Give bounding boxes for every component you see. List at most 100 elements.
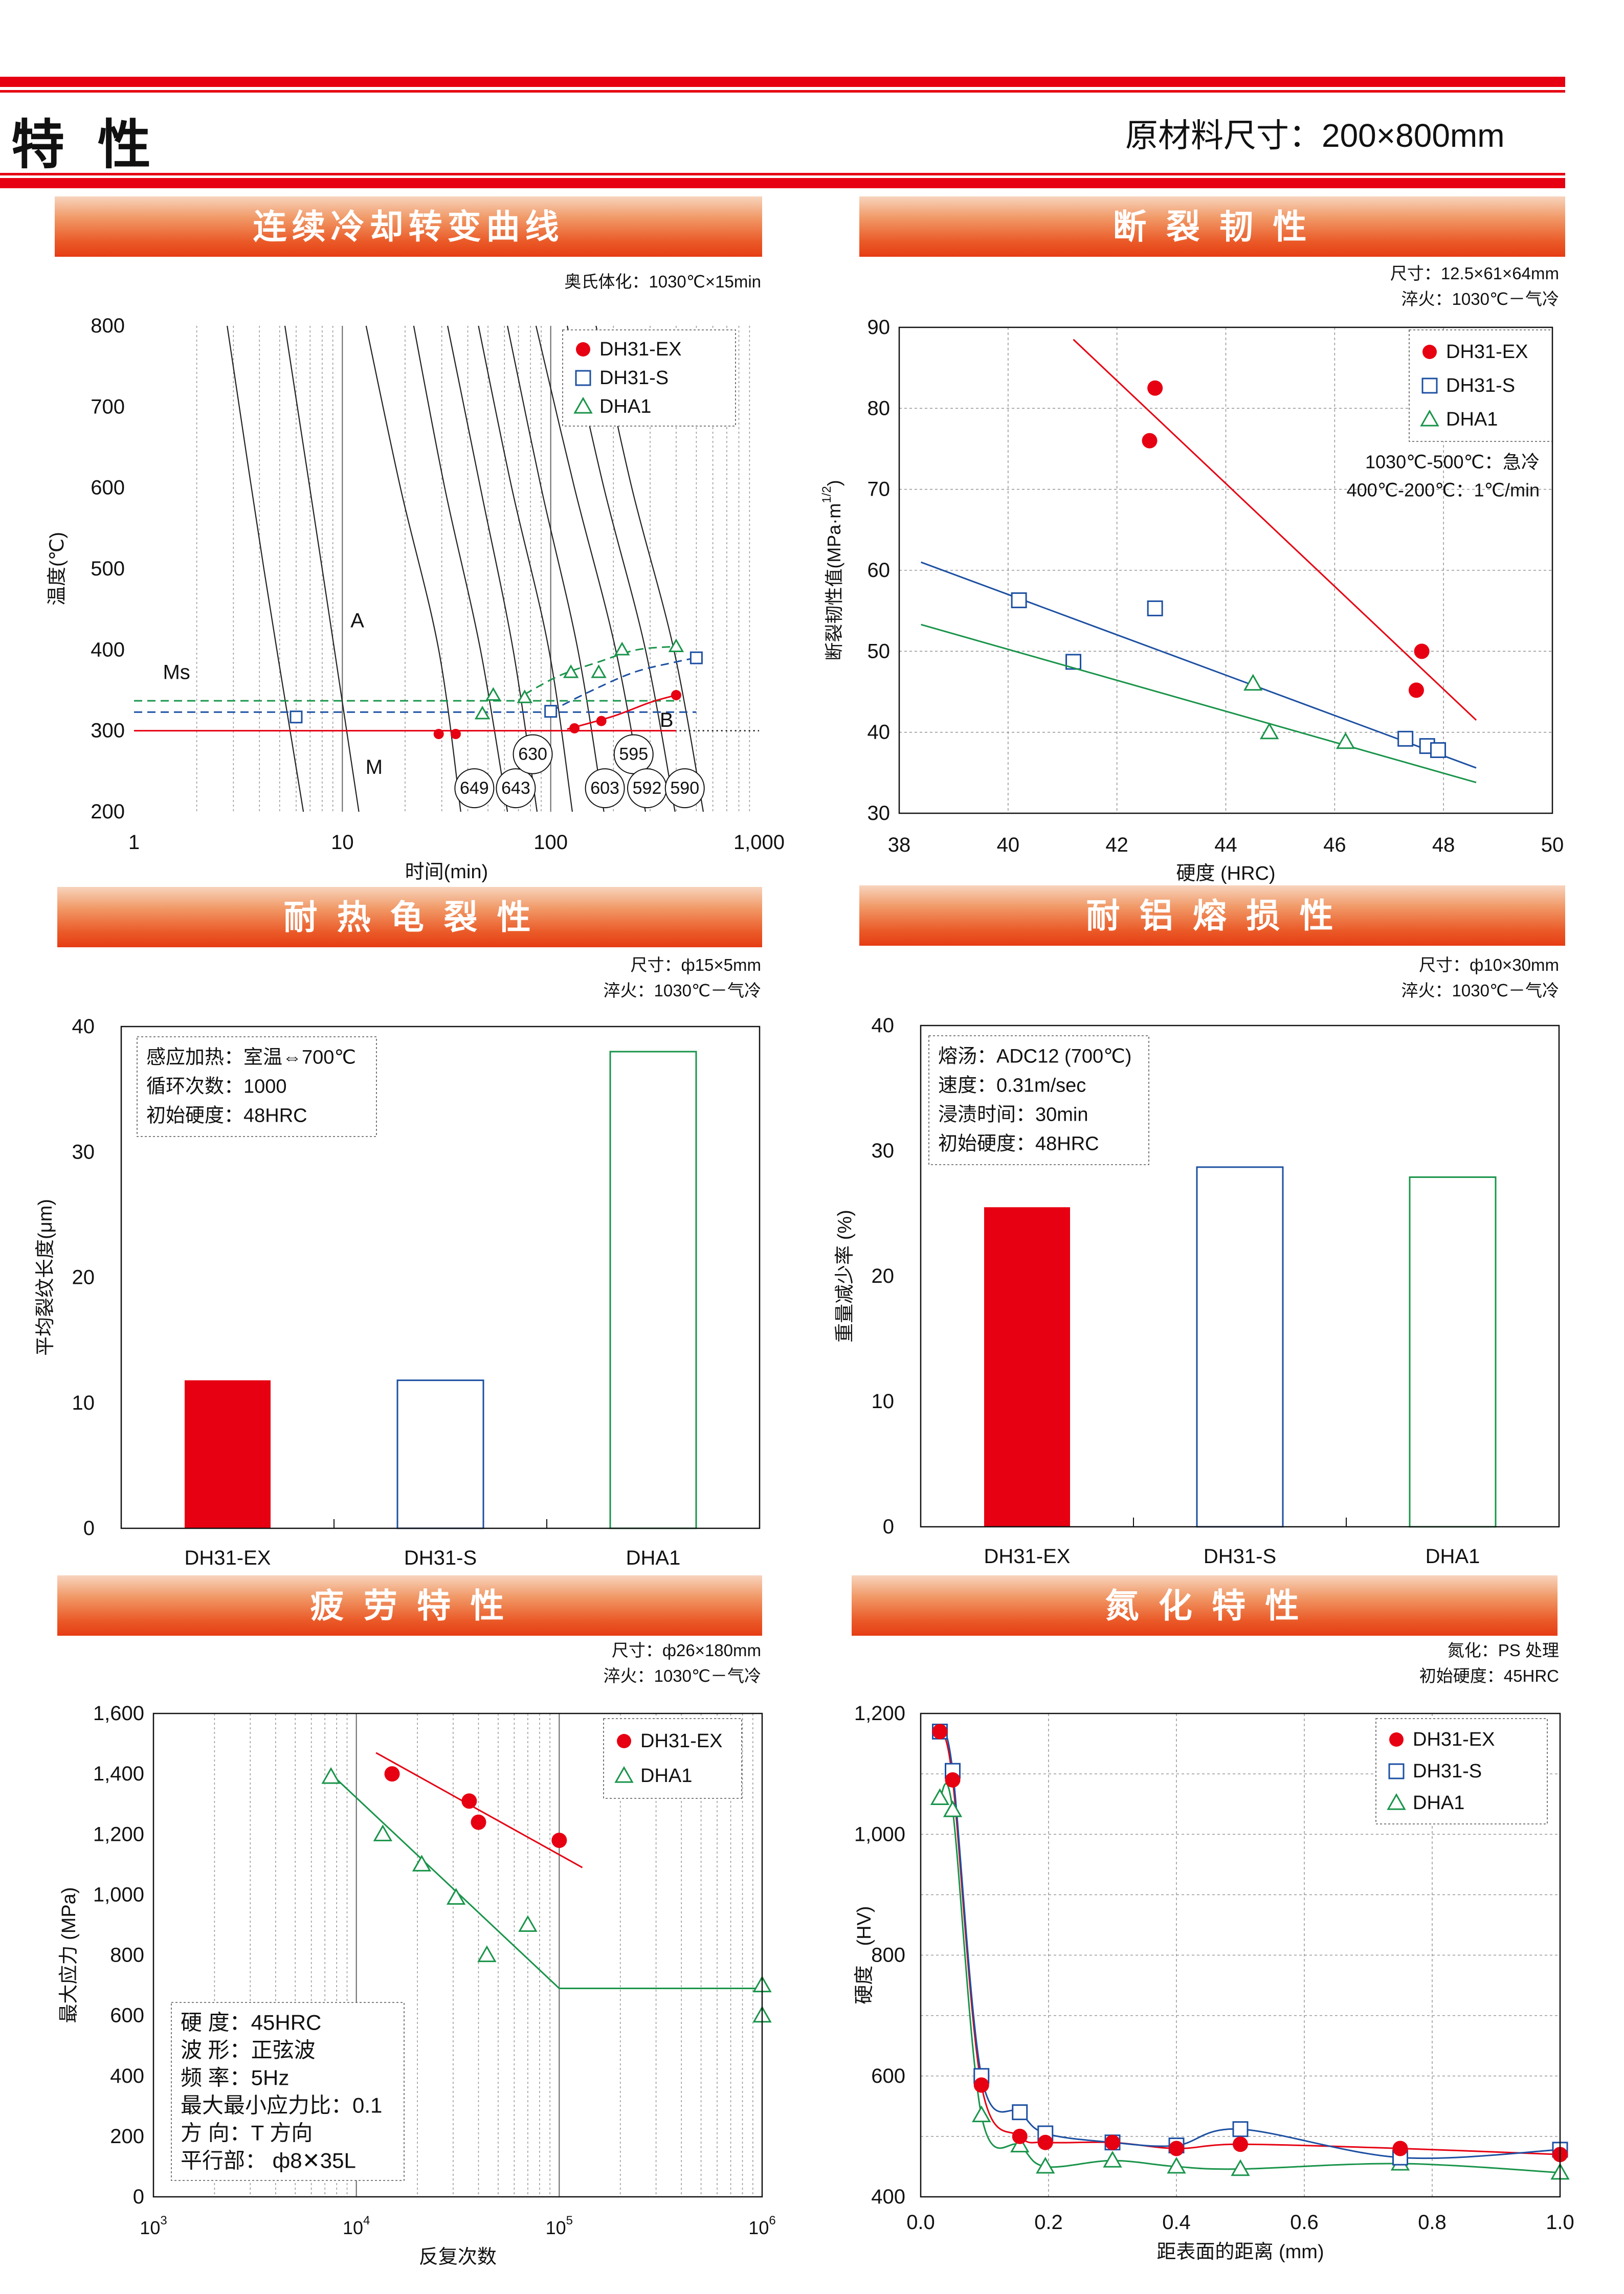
legend-label: DH31-EX	[599, 339, 682, 360]
annotation-line: 初始硬度：48HRC	[938, 1133, 1099, 1155]
data-point	[321, 1767, 341, 1784]
x-tick-label: 105	[546, 2214, 573, 2238]
x-tick-label: 0.6	[1290, 2211, 1319, 2234]
x-tick-label: 42	[1105, 834, 1128, 856]
y-axis-label: 硬度 (HV)	[854, 1906, 875, 2004]
region-label: M	[366, 756, 383, 778]
legend-label: DH31-S	[1413, 1761, 1482, 1782]
hardness-circle	[513, 734, 553, 774]
data-point	[1036, 2156, 1055, 2174]
hardness-label: 590	[670, 778, 699, 798]
note-erosion: 尺寸：ф10×30mm 淬火：1030℃－气冷	[1258, 952, 1559, 1004]
data-point	[477, 1945, 497, 1963]
transformation-curve	[550, 657, 697, 712]
data-point	[1011, 592, 1027, 609]
x-tick-base: 10	[140, 2217, 160, 2238]
fit-line	[921, 561, 1477, 769]
legend-box	[562, 329, 736, 427]
fit-line	[375, 1752, 583, 1868]
legend-marker	[1387, 1793, 1406, 1810]
erosion-chart: 0 10 20 30 40 DH31-EX DH31-S DHA1 重量减少率 (%) 熔汤：AD…	[834, 1014, 1560, 1568]
annotation-line: 速度：0.31m/sec	[938, 1075, 1086, 1097]
data-point	[591, 664, 607, 678]
x-tick-exp: 3	[160, 2214, 167, 2228]
y-tick-label: 30	[872, 1140, 895, 1162]
y-tick-label: 20	[72, 1266, 95, 1289]
bar	[1409, 1176, 1497, 1528]
annotation-line: 熔汤：ADC12 (700℃)	[938, 1046, 1131, 1067]
data-point	[1012, 2104, 1028, 2121]
fit-line	[330, 1773, 762, 1989]
y-tick-label: 500	[91, 558, 125, 580]
note-nitriding: 氮化：PS 处理 初始硬度：45HRC	[1258, 1638, 1559, 1689]
x-tick-label: 48	[1432, 834, 1455, 856]
note-line: 淬火：1030℃－气冷	[603, 981, 761, 1000]
y-tick-label: 400	[110, 2065, 144, 2087]
x-axis-label: 时间(min)	[405, 861, 488, 883]
annotation-line: 最大最小应力比：0.1	[181, 2093, 382, 2118]
annotation-line: 波 形：正弦波	[181, 2038, 316, 2062]
x-axis-label: 距表面的距离 (mm)	[1156, 2241, 1324, 2263]
x-tick-exp: 5	[566, 2214, 573, 2228]
data-point	[1243, 674, 1263, 691]
header-bottom-thin-bar	[0, 173, 1565, 175]
data-point	[1231, 2159, 1250, 2176]
data-point	[544, 705, 558, 718]
header-top-bar	[0, 77, 1565, 87]
y-tick-label: 0	[133, 2186, 144, 2208]
legend-marker	[576, 342, 590, 357]
x-tick-base: 10	[748, 2217, 769, 2238]
data-point	[485, 687, 501, 701]
annotation-line: 初始硬度：48HRC	[146, 1105, 307, 1127]
data-point	[384, 1766, 400, 1782]
cct-chart: 200 300 400 500 600 700 800 1 10 100 1,000 时间(min) 温…	[47, 315, 785, 883]
data-point	[1147, 600, 1163, 616]
x-tick-label: 1	[128, 831, 140, 854]
toughness-chart: 30 40 50 60 70 80 90 38 40 42 44 46 48 50 硬度 (HRC) 断裂韧性…	[820, 316, 1564, 884]
legend-marker	[1422, 345, 1437, 359]
hardness-label: 630	[518, 745, 547, 764]
legend-label: DHA1	[599, 396, 651, 417]
x-tick-label: 1.0	[1546, 2211, 1574, 2234]
x-tick-label: DH31-EX	[984, 1545, 1071, 1568]
data-point	[668, 638, 684, 652]
fit-line	[1073, 339, 1477, 721]
note-line: 尺寸：ф15×5mm	[630, 955, 761, 974]
legend-marker	[1420, 409, 1439, 427]
x-tick-label: 104	[343, 2214, 370, 2238]
series-line	[939, 1731, 1561, 2159]
banner-erosion: 耐 铝 熔 损 性	[859, 885, 1565, 946]
data-point	[471, 1814, 486, 1830]
data-point	[943, 1800, 963, 1817]
annotation-line: 感应加热：室温⇔700℃	[146, 1047, 356, 1068]
y-tick-label: 1,200	[854, 1702, 905, 1725]
y-tick-label: 40	[872, 1014, 895, 1037]
legend: DH31-EX DH31-S DHA1	[1375, 1718, 1548, 1824]
cooling-curve	[413, 325, 508, 812]
data-point	[596, 716, 607, 726]
y-tick-label: 400	[871, 2186, 905, 2208]
data-point	[1336, 732, 1355, 749]
hardness-label: 649	[460, 778, 489, 798]
x-tick-label: 0.0	[906, 2211, 935, 2234]
y-tick-label: 1,000	[854, 1823, 905, 1845]
legend-marker	[573, 396, 593, 414]
data-point	[1012, 2128, 1028, 2144]
legend-label: DHA1	[1446, 409, 1498, 430]
annotation-frame	[171, 2002, 405, 2181]
data-point	[1167, 2156, 1186, 2174]
annotation-line: 循环次数：1000	[146, 1076, 287, 1098]
x-tick-label: DHA1	[1426, 1545, 1480, 1568]
y-axis-label: 温度(℃)	[47, 532, 68, 606]
x-tick-label: 0.2	[1034, 2211, 1063, 2234]
y-tick-label: 800	[871, 1944, 905, 1967]
y-tick-label: 1,600	[93, 1702, 144, 1725]
x-tick-label: 106	[748, 2214, 775, 2238]
y-axis-label: 断裂韧性值(MPa·m1/2)	[820, 480, 844, 660]
annotation-line: 频 率：5Hz	[181, 2066, 289, 2090]
heatcheck-chart: 0 10 20 30 40 DH31-EX DH31-S DHA1 平均裂纹长度(μm) 感应加热…	[35, 1015, 761, 1569]
cooling-curve	[507, 325, 605, 812]
banner-heatcheck: 耐 热 龟 裂 性	[57, 887, 762, 947]
